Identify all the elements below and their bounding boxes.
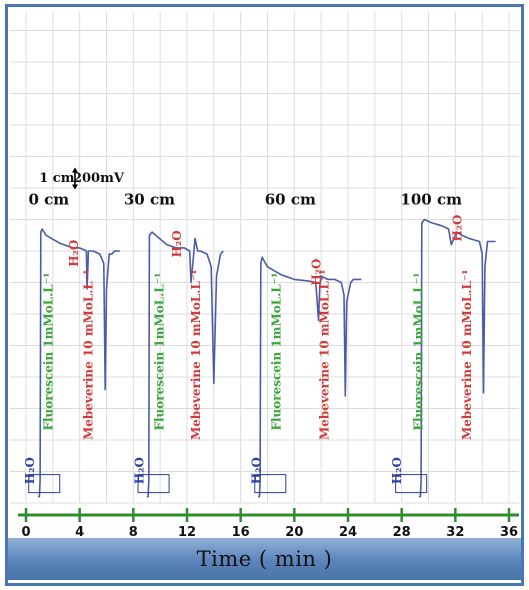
x-tick-label: 8 <box>129 525 138 537</box>
distance-label-30: 30 cm <box>124 191 175 209</box>
x-tick-label: 16 <box>232 525 250 537</box>
trace-2 <box>146 231 224 498</box>
x-tick-label: 4 <box>75 525 84 537</box>
water-label-box <box>395 474 428 494</box>
label-fluorescein: Fluorescein 1mMoL.L⁻¹ <box>41 273 55 431</box>
label-mebeverine: Mebeverine 10 mMoL.L⁻¹ <box>318 270 332 440</box>
label-water: H₂O <box>23 457 37 484</box>
scale-bar-arrow-head-down <box>71 184 78 190</box>
label-fluorescein: Fluorescein 1mMoL.L⁻¹ <box>412 273 426 431</box>
scale-bar-arrow-head-up <box>71 167 78 173</box>
distance-label-60: 60 cm <box>265 191 316 209</box>
label-mebeverine: H₂O <box>310 259 324 286</box>
x-tick-label: 12 <box>178 525 196 537</box>
x-tick-label: 0 <box>21 525 30 537</box>
figure-frame <box>5 4 524 586</box>
water-label-box <box>28 474 61 494</box>
label-water: H₂O <box>133 457 147 484</box>
trace-4 <box>419 218 496 498</box>
distance-label-0: 0 cm <box>28 191 69 209</box>
label-mebeverine: Mebeverine 10 mMoL.L⁻¹ <box>82 270 96 440</box>
x-tick-label: 28 <box>393 525 411 537</box>
label-fluorescein: Fluorescein 1mMoL.L⁻¹ <box>153 273 167 431</box>
x-tick-label: 32 <box>446 525 464 537</box>
x-axis-title: Time ( min ) <box>196 547 333 571</box>
scale-bar-length: 1 cm <box>39 171 74 186</box>
label-mebeverine: H₂O <box>170 230 184 257</box>
label-water: H₂O <box>390 457 404 484</box>
trace-3 <box>258 256 362 498</box>
label-fluorescein: Fluorescein 1mMoL.L⁻¹ <box>269 273 283 431</box>
x-tick-label: 20 <box>285 525 303 537</box>
x-tick-label: 36 <box>500 525 518 537</box>
water-label-box <box>254 474 287 494</box>
x-tick-label: 24 <box>339 525 357 537</box>
trace-1 <box>38 228 120 498</box>
label-mebeverine: H₂O <box>451 215 465 242</box>
scale-bar-value: 200mV <box>73 171 125 186</box>
label-mebeverine: H₂O <box>67 240 81 267</box>
label-mebeverine: Mebeverine 10 mMoL.L⁻¹ <box>460 270 474 440</box>
label-mebeverine: Mebeverine 10 mMoL.L⁻¹ <box>189 270 203 440</box>
x-axis-title-bar: Time ( min ) <box>8 538 521 580</box>
distance-label-100: 100 cm <box>400 191 462 209</box>
label-water: H₂O <box>249 457 263 484</box>
water-label-box <box>137 474 170 494</box>
grid <box>10 12 519 504</box>
